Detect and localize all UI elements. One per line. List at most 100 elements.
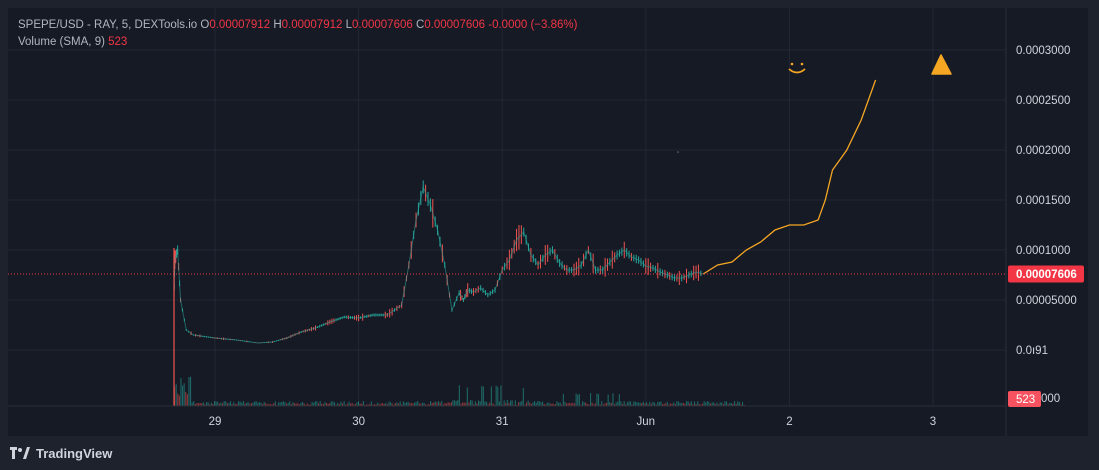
volume-bar: [450, 402, 452, 406]
volume-bar: [202, 402, 204, 406]
time-axis[interactable]: 29 30 31 Jun 2 3: [209, 416, 937, 428]
volume-bar: [239, 401, 241, 406]
volume-bar: [610, 402, 612, 406]
volume-bar: [449, 403, 451, 406]
volume-bar: [743, 404, 745, 406]
volume-bar: [735, 403, 737, 406]
volume-bar: [268, 403, 270, 406]
volume-bar: [622, 404, 624, 406]
volume-legend-row[interactable]: Volume (SMA, 9) 523: [18, 34, 577, 51]
volume-bar: [316, 401, 318, 406]
price-tick-label: 0.0001500: [1016, 195, 1070, 207]
time-tick-label: 31: [496, 416, 509, 428]
volume-bar: [276, 404, 278, 406]
volume-bar: [335, 404, 337, 406]
volume-bar: [290, 404, 292, 406]
volume-bar: [606, 402, 608, 406]
tradingview-branding[interactable]: TradingView: [10, 444, 112, 462]
volume-bar: [466, 387, 468, 406]
volume-bar: [668, 404, 670, 406]
volume-bar: [700, 404, 702, 406]
volume-bar: [386, 404, 388, 406]
volume-bar: [671, 403, 673, 406]
volume-bar: [318, 403, 320, 406]
volume-value: 523: [108, 36, 128, 48]
chart-legend: SPEPE/USD - RAY, 5, DEXTools.io O0.00007…: [18, 17, 577, 51]
price-tick-label: 0.0001000: [1016, 245, 1070, 257]
volume-bar: [204, 404, 206, 406]
volume-bar: [178, 395, 180, 406]
volume-bar: [562, 393, 564, 406]
volume-bar: [492, 403, 494, 406]
ohlc-legend-row[interactable]: SPEPE/USD - RAY, 5, DEXTools.io O0.00007…: [18, 17, 577, 34]
volume-bar: [575, 393, 577, 406]
volume-bar: [330, 401, 332, 406]
volume-bar: [646, 402, 648, 406]
volume-bar: [601, 401, 603, 406]
volume-bar: [231, 404, 233, 406]
volume-bar: [310, 404, 312, 406]
volume-bar: [484, 401, 486, 406]
volume-bar: [713, 402, 715, 406]
volume-bar: [396, 402, 398, 406]
volume-bar: [370, 401, 372, 406]
volume-bar: [383, 404, 385, 406]
volume-bar: [551, 403, 553, 406]
price-axis[interactable]: 0.0003000 0.0002500 0.0002000 0.0001500 0.00…: [1016, 45, 1077, 357]
volume-bar: [670, 403, 672, 406]
volume-bar: [390, 402, 392, 406]
volume-bar: [702, 403, 704, 406]
volume-bar: [473, 404, 475, 406]
volume-bar: [614, 404, 616, 406]
volume-bar: [719, 402, 721, 406]
volume-bar: [196, 403, 198, 406]
volume-bar: [663, 403, 665, 406]
volume-bar: [684, 403, 686, 406]
volume-bar: [727, 404, 729, 406]
volume-bar: [497, 386, 499, 406]
volume-bar: [657, 402, 659, 406]
volume-bar: [537, 401, 539, 406]
volume-bar: [273, 403, 275, 406]
volume-bar: [502, 404, 504, 406]
price-tick-label: 0.0002500: [1016, 95, 1070, 107]
volume-bar: [356, 402, 358, 406]
volume-bar: [572, 402, 574, 406]
volume-bar: [658, 401, 660, 406]
volume-bar: [444, 403, 446, 406]
volume-bar: [442, 404, 444, 406]
volume-bar: [380, 403, 382, 406]
volume-bar: [505, 403, 507, 406]
volume-bar: [326, 403, 328, 406]
volume-bar: [633, 401, 635, 406]
volume-bar: [681, 402, 683, 406]
volume-bar: [593, 404, 595, 406]
smiley-face-icon[interactable]: [788, 62, 806, 74]
volume-bar: [322, 404, 324, 406]
volume-bar: [535, 402, 537, 406]
volume-bar: [638, 402, 640, 406]
volume-bar: [647, 404, 649, 406]
up-arrow-icon[interactable]: [931, 54, 952, 75]
chart-frame: [8, 8, 1088, 436]
volume-bar: [433, 402, 435, 406]
volume-bar: [471, 400, 473, 406]
volume-bar: [434, 401, 436, 406]
volume-bar: [199, 403, 201, 406]
volume-bar: [358, 401, 360, 406]
volume-bar: [660, 401, 662, 406]
volume-bar: [662, 404, 664, 406]
volume-bar: [479, 401, 481, 406]
volume-bar: [284, 402, 286, 406]
volume-bar: [729, 402, 731, 406]
volume-bar: [425, 404, 427, 406]
volume-bar: [346, 403, 348, 406]
volume-bar: [183, 383, 185, 406]
volume-bar: [692, 404, 694, 406]
stray-dot: [677, 151, 679, 153]
volume-bar: [703, 401, 705, 406]
volume-bar: [439, 402, 441, 406]
volume-bar: [282, 401, 284, 406]
volume-bar: [242, 401, 244, 406]
